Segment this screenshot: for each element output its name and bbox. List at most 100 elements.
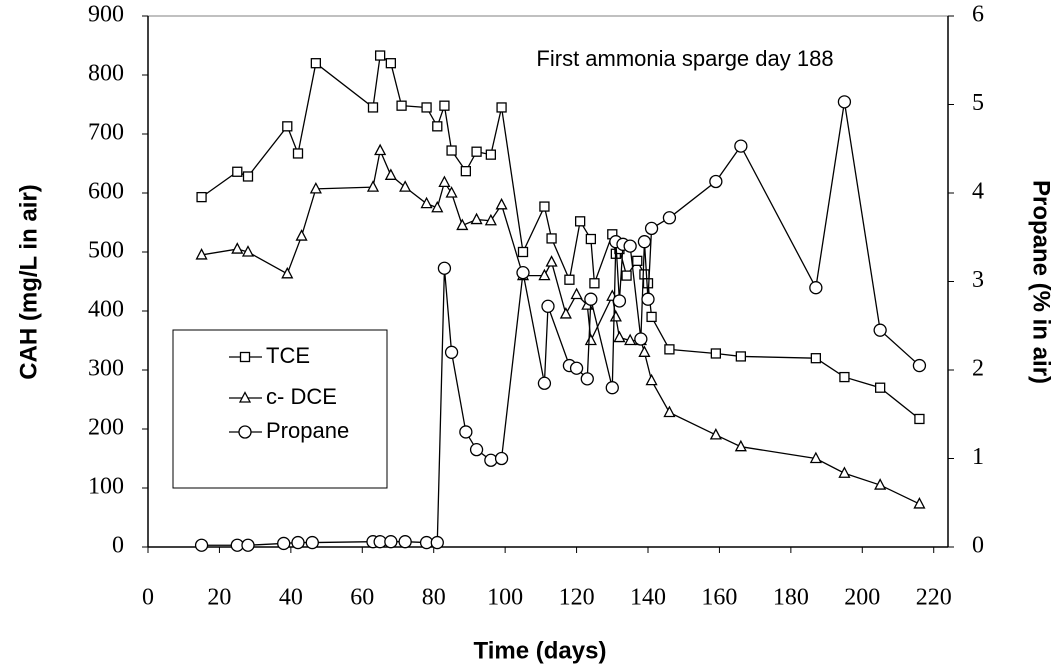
marker [585,233,597,245]
legend-marker [238,425,252,439]
marker [470,212,483,225]
marker [632,255,643,267]
marker [281,266,294,279]
marker [195,248,208,260]
y2-tick-label: 3 [972,267,984,293]
marker [241,245,255,257]
marker [874,382,886,393]
x-tick-label: 140 [630,585,666,611]
x-tick-label: 200 [844,585,880,611]
marker [809,451,822,464]
marker [495,197,508,210]
marker [564,274,575,285]
marker [471,146,482,157]
marker [456,218,469,231]
y-tick-label: 700 [88,120,124,146]
marker [584,333,597,346]
marker [437,261,452,275]
x-axis-title: Time (days) [474,637,607,664]
marker [664,344,675,355]
marker [445,186,458,198]
marker [460,166,472,177]
marker [292,148,304,159]
y-axis-title: CAH (mg/L in air) [15,184,42,380]
x-tick-label: 180 [773,585,809,611]
x-tick-label: 120 [559,585,595,611]
marker [399,180,412,192]
y-tick-label: 400 [88,297,124,323]
marker [873,323,887,337]
marker [913,497,926,509]
marker [374,50,386,61]
marker [396,100,407,111]
marker [194,538,209,552]
marker [570,287,583,300]
marker [639,269,650,280]
marker [912,358,927,373]
marker [574,216,586,227]
marker [634,332,648,346]
marker [384,168,397,180]
marker [837,95,852,109]
marker [734,439,747,452]
marker [485,149,497,160]
marker [613,330,626,343]
marker [484,453,498,467]
x-tick-label: 160 [701,585,737,611]
marker [459,425,473,439]
y2-axis-title: Propane (% in air) [1028,180,1055,384]
y-tick-label: 0 [112,533,124,559]
marker [282,121,293,132]
marker [432,121,443,132]
marker [242,171,254,182]
legend-box [172,329,388,489]
marker [809,281,823,295]
marker [305,535,319,550]
marker [874,478,887,490]
marker [496,102,507,113]
marker [444,345,459,359]
marker [309,181,322,194]
marker [709,174,723,189]
y-tick-label: 600 [88,179,124,205]
x-tick-label: 20 [207,585,231,611]
marker [516,265,530,280]
y-tick-label: 100 [88,474,124,500]
marker [537,376,552,390]
x-tick-label: 80 [422,585,446,611]
marker [374,143,387,156]
marker [637,235,652,249]
marker [609,310,622,322]
marker [580,372,594,386]
marker [914,413,925,425]
marker [839,371,850,383]
marker [709,428,722,440]
legend-label: TCE [266,343,310,368]
marker [612,294,627,308]
x-tick-label: 220 [916,585,952,611]
y-tick-label: 500 [88,238,124,264]
marker [398,535,412,549]
x-tick-label: 0 [142,585,154,611]
marker [421,102,432,113]
marker [439,100,450,111]
marker [310,58,322,69]
marker [241,538,255,552]
x-tick-label: 100 [487,585,523,611]
marker [196,191,207,203]
marker [589,278,600,289]
marker [384,535,398,549]
legend-label: c- DCE [266,384,337,409]
marker [559,307,572,319]
y-tick-label: 200 [88,415,124,441]
marker [232,166,243,177]
marker [644,221,659,236]
marker [469,442,484,457]
marker [641,292,655,306]
marker [539,201,550,212]
marker [584,292,598,306]
legend-marker [238,391,252,403]
marker [438,175,451,188]
marker [810,353,822,364]
